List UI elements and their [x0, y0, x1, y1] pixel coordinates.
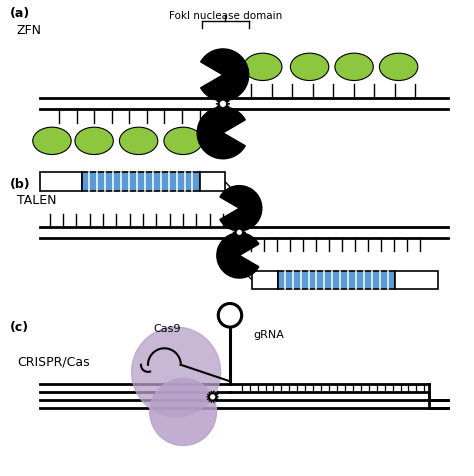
FancyBboxPatch shape	[200, 173, 225, 192]
Polygon shape	[216, 98, 230, 111]
Text: (a): (a)	[10, 7, 30, 20]
Text: (c): (c)	[10, 320, 29, 333]
Ellipse shape	[119, 128, 158, 155]
Text: CRISPR/Cas: CRISPR/Cas	[17, 355, 90, 367]
Ellipse shape	[291, 54, 329, 81]
Text: Cas9: Cas9	[153, 324, 181, 334]
Wedge shape	[201, 50, 249, 101]
Wedge shape	[217, 233, 259, 278]
FancyBboxPatch shape	[252, 271, 278, 290]
Wedge shape	[197, 108, 245, 159]
Wedge shape	[220, 186, 262, 231]
Text: (b): (b)	[10, 178, 30, 191]
Ellipse shape	[33, 128, 71, 155]
Polygon shape	[207, 391, 219, 403]
Ellipse shape	[244, 54, 282, 81]
FancyBboxPatch shape	[278, 271, 395, 290]
Circle shape	[218, 304, 242, 327]
Text: ZFN: ZFN	[17, 24, 42, 37]
FancyBboxPatch shape	[82, 173, 200, 192]
Ellipse shape	[379, 54, 418, 81]
FancyBboxPatch shape	[40, 173, 82, 192]
Text: FokI nuclease domain: FokI nuclease domain	[169, 11, 282, 21]
Text: gRNA: gRNA	[254, 330, 284, 340]
Ellipse shape	[164, 128, 202, 155]
Ellipse shape	[75, 128, 113, 155]
Circle shape	[132, 327, 220, 417]
Text: TALEN: TALEN	[17, 193, 56, 206]
Circle shape	[150, 378, 217, 446]
Polygon shape	[233, 227, 246, 239]
FancyBboxPatch shape	[395, 271, 438, 290]
Ellipse shape	[335, 54, 374, 81]
